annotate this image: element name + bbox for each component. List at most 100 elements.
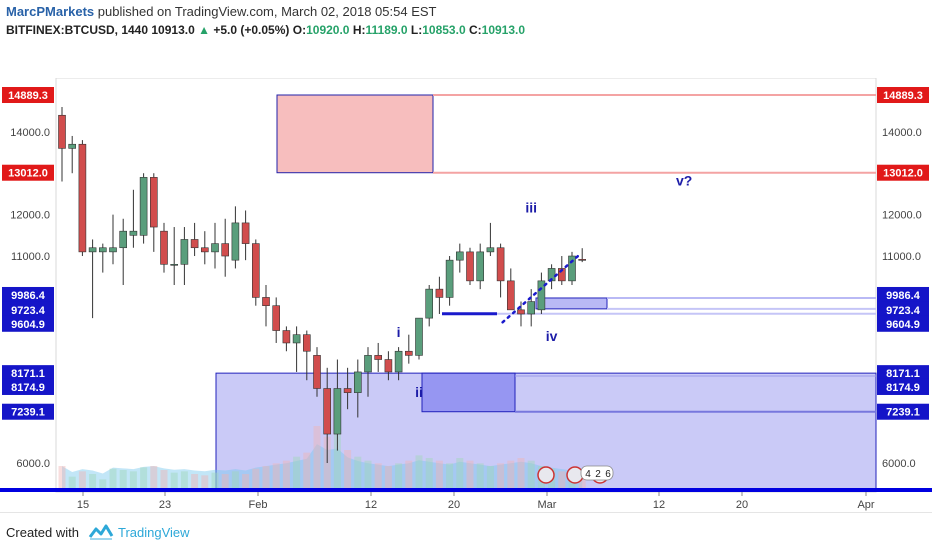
volume-bar <box>344 450 352 490</box>
candle-up <box>68 143 76 149</box>
volume-bar <box>527 460 535 490</box>
event-count-badge <box>580 465 614 481</box>
price-tag-label: 9986.4 <box>11 290 46 302</box>
tradingview-brand[interactable]: TradingView <box>118 525 190 540</box>
candle-down <box>262 297 270 306</box>
high-label: H: <box>352 23 366 37</box>
candlestick-chart[interactable]: iiiiiiivv?42614000.014000.013000.013000.… <box>0 78 932 512</box>
price-tag-left <box>2 301 54 318</box>
us-event-flag-icon <box>537 466 555 484</box>
wave-label: iii <box>525 200 537 216</box>
volume-bar <box>170 472 178 490</box>
price-tag-right <box>877 301 929 318</box>
candle-up <box>445 259 454 298</box>
y-tick-right: 11000.0 <box>882 251 921 263</box>
wave-label: v? <box>676 173 692 189</box>
price-tag-label: 13012.0 <box>8 168 48 180</box>
candle-up <box>119 230 127 249</box>
candle-up <box>129 230 138 236</box>
low-value: 10853.0 <box>422 23 466 37</box>
price-tag-label: 8174.9 <box>11 382 45 394</box>
price-tag-label: 9723.4 <box>886 305 921 317</box>
candle-up <box>88 247 97 253</box>
x-tick-label: 20 <box>736 499 748 511</box>
price-tag-right <box>877 87 929 104</box>
created-with-text: Created with <box>6 525 79 540</box>
event-count: 2 <box>595 469 601 480</box>
price-tag-right <box>877 286 929 303</box>
volume-bar <box>333 434 341 490</box>
volume-bar <box>354 456 362 490</box>
support-inner-zone <box>421 372 516 413</box>
volume-bar <box>558 471 566 490</box>
tradingview-logo-icon[interactable] <box>88 522 114 542</box>
candle-down <box>435 288 444 298</box>
price-tag-label: 9986.4 <box>886 290 921 302</box>
candle-up <box>486 247 495 253</box>
volume-bar <box>425 458 433 490</box>
price-tag-left <box>2 403 54 420</box>
candle-up <box>139 177 148 236</box>
volume-bar <box>242 474 250 490</box>
candle-down <box>272 305 281 331</box>
volume-bar <box>252 468 260 490</box>
price-tag-right <box>877 365 929 382</box>
y-tick-right: 6000.0 <box>882 458 916 470</box>
publish-line: MarcPMarkets published on TradingView.co… <box>6 4 436 19</box>
candle-down <box>78 143 87 253</box>
footer: Created with TradingView <box>0 512 932 551</box>
candle-down <box>323 388 332 435</box>
price-tag-right <box>877 164 929 181</box>
volume-bar <box>466 460 474 490</box>
x-tick-label: 20 <box>448 499 460 511</box>
volume-bar <box>89 474 97 490</box>
up-arrow-icon: ▲ <box>198 23 210 37</box>
us-event-flag-icon <box>566 466 584 484</box>
volume-bar <box>262 466 270 490</box>
candle-up <box>180 239 189 265</box>
close-label: C: <box>468 23 482 37</box>
volume-bar <box>221 474 229 490</box>
candle-up <box>170 264 178 266</box>
candle-up <box>364 355 372 373</box>
volume-bar <box>364 460 372 490</box>
chart-header: MarcPMarkets published on TradingView.co… <box>0 0 932 44</box>
candle-down <box>466 251 474 282</box>
wave-label: iv <box>546 328 558 344</box>
volume-bar <box>201 475 209 490</box>
price-tag-left <box>2 365 54 382</box>
symbol-name: BITFINEX:BTCUSD, 1440 <box>6 23 149 37</box>
low-label: L: <box>410 23 423 37</box>
candle-down <box>190 239 199 249</box>
candle-down <box>557 268 566 282</box>
volume-bar <box>272 463 280 490</box>
price-tag-label: 7239.1 <box>886 407 920 419</box>
wave-v-projection-line <box>501 254 580 324</box>
candle-down <box>282 330 291 344</box>
candle-down <box>384 359 393 373</box>
price-change: +5.0 (+0.05%) <box>213 23 290 37</box>
price-tag-label: 14889.3 <box>8 90 48 102</box>
candle-down <box>221 243 229 257</box>
candle-up <box>455 251 464 261</box>
high-value: 11189.0 <box>365 23 408 37</box>
volume-bar <box>395 463 403 490</box>
volume-bar <box>58 466 66 490</box>
price-tag-left <box>2 286 54 303</box>
candle-up <box>353 371 362 393</box>
candle-up <box>109 247 117 253</box>
volume-bar <box>313 426 321 490</box>
author-link[interactable]: MarcPMarkets <box>6 4 95 19</box>
price-tag-label: 9723.4 <box>11 305 46 317</box>
close-value: 10913.0 <box>481 23 526 37</box>
wave-iv-zone <box>535 297 608 310</box>
volume-bar <box>446 463 454 490</box>
candle-down <box>496 247 505 282</box>
candle-down <box>506 280 515 311</box>
y-tick-right: 12000.0 <box>882 210 922 222</box>
candle-up <box>394 350 403 373</box>
candle-up <box>99 247 107 253</box>
candle-down <box>160 230 168 265</box>
candle-down <box>150 177 158 228</box>
price-tag-left <box>2 87 54 104</box>
